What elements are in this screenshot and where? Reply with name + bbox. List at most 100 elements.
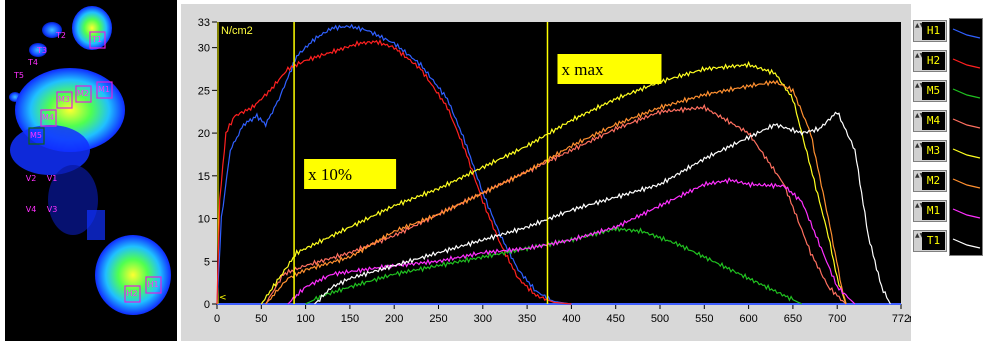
x-tick-label: 0 [214, 313, 220, 325]
foot-pressure-map: T1 T2 T3 T4 T5 M1 M2 M3 M4 M5 H1 H2 V1 V2 V3 V4 [5, 0, 177, 341]
series-line-T1 [314, 111, 891, 305]
channel-swatch-M5 [952, 88, 981, 99]
foot-sensor-label: T4 [27, 58, 38, 67]
x-tick-label: 200 [385, 313, 403, 325]
channel-button-M5[interactable]: ▲▼ M5 [913, 80, 947, 102]
series-line-M1 [287, 176, 856, 305]
series-line-M2 [265, 79, 847, 305]
channel-button-label: M3 [922, 142, 945, 160]
x-tick-label: 350 [518, 313, 536, 325]
channel-button-T1[interactable]: ▲▼ T1 [913, 230, 947, 252]
channel-button-M3[interactable]: ▲▼ M3 [913, 140, 947, 162]
channel-button-label: H1 [922, 22, 945, 40]
foot-sensor-label: M5 [30, 131, 42, 140]
channel-button-H2[interactable]: ▲▼ H2 [913, 50, 947, 72]
channel-button-label: M5 [922, 82, 945, 100]
foot-sensor-box [28, 127, 45, 145]
spin-arrows-icon[interactable]: ▲▼ [915, 232, 925, 239]
x-tick-label: 700 [828, 313, 846, 325]
y-tick-label: 15 [198, 171, 210, 183]
spin-arrows-icon[interactable]: ▲▼ [915, 52, 925, 59]
channel-swatch-M3 [952, 148, 981, 159]
foot-sensor-box [96, 81, 113, 99]
foot-sensor-box [40, 109, 57, 127]
x-tick-label: 772 [892, 313, 910, 325]
y-axis-label: N/cm2 [221, 25, 253, 37]
x-tick-label: 600 [739, 313, 757, 325]
foot-sensor-box [124, 285, 141, 303]
annotation-box [304, 159, 397, 189]
channel-button-H1[interactable]: ▲▼ H1 [913, 20, 947, 42]
channel-swatch-M1 [952, 208, 981, 219]
x-tick-label: 250 [429, 313, 447, 325]
x-tick-label: 150 [341, 313, 359, 325]
foot-heatmap-image [9, 6, 171, 315]
channel-swatch-T1 [952, 238, 981, 249]
spin-arrows-icon[interactable]: ▲▼ [915, 112, 925, 119]
spin-arrows-icon[interactable]: ▲▼ [915, 172, 925, 179]
series-line-M3 [260, 60, 847, 305]
y-tick-label: 0 [204, 299, 210, 311]
x-tick-label: 100 [296, 313, 314, 325]
y-tick-label: 33 [198, 17, 210, 29]
x-tick-label: 400 [562, 313, 580, 325]
channel-button-M4[interactable]: ▲▼ M4 [913, 110, 947, 132]
channel-swatch-H1 [952, 28, 981, 39]
foot-sensor-box [89, 31, 106, 49]
foot-sensor-label: M4 [42, 113, 54, 122]
foot-sensor-box [75, 85, 92, 103]
x-tick-label: 500 [651, 313, 669, 325]
swatch-svg [952, 28, 981, 249]
y-tick-label: 25 [198, 85, 210, 97]
foot-sensor-label: T3 [36, 46, 47, 55]
foot-sensor-box [145, 276, 162, 294]
annotation-box [557, 54, 662, 84]
annotation-label: x max [561, 60, 604, 79]
foot-sensor-label: H2 [126, 289, 137, 298]
y-tick-label: 20 [198, 128, 210, 140]
foot-sensor-label: T1 [91, 35, 102, 44]
foot-sensor-label: M3 [58, 95, 70, 104]
x-axis-label: ms [909, 313, 911, 325]
cursor-arrow-icon: < [219, 293, 227, 303]
series-line-M4 [265, 103, 847, 305]
spin-arrows-icon[interactable]: ▲▼ [915, 142, 925, 149]
channel-button-M2[interactable]: ▲▼ M2 [913, 170, 947, 192]
annotation-label: x 10% [308, 165, 352, 184]
channel-swatches [949, 18, 983, 256]
foot-sensor-label: M1 [98, 85, 110, 94]
foot-sensor-label: H1 [147, 280, 158, 289]
foot-sensor-box [56, 91, 73, 109]
foot-sensor-label: T2 [55, 31, 66, 40]
y-tick-label: 30 [198, 43, 210, 55]
foot-sensor-label: V1 [47, 174, 58, 183]
y-tick-label: 10 [198, 214, 210, 226]
channel-button-label: H2 [922, 52, 945, 70]
series-line-H1 [216, 23, 572, 305]
x-tick-label: 550 [695, 313, 713, 325]
channel-swatch-H2 [952, 58, 981, 69]
pressure-chart: 0 5 10 15 20 25 30 33 0 50 100 150 200 250 300 350 400 45… [181, 4, 911, 341]
y-tick-label: 5 [204, 256, 210, 268]
foot-sensor-label: V2 [26, 174, 37, 183]
series-line-H2 [216, 38, 572, 305]
x-tick-label: 450 [607, 313, 625, 325]
foot-sensor-label: T5 [13, 71, 24, 80]
spin-arrows-icon[interactable]: ▲▼ [915, 22, 925, 29]
channel-button-M1[interactable]: ▲▼ M1 [913, 200, 947, 222]
pressure-chart-svg: 0 5 10 15 20 25 30 33 0 50 100 150 200 250 300 350 400 45… [198, 17, 911, 325]
channel-swatch-M2 [952, 178, 981, 189]
channel-button-label: M4 [922, 112, 945, 130]
foot-sensor-label: V3 [47, 205, 58, 214]
x-tick-label: 300 [474, 313, 492, 325]
x-tick-label: 50 [255, 313, 267, 325]
foot-sensor-label: V4 [26, 205, 37, 214]
spin-arrows-icon[interactable]: ▲▼ [915, 82, 925, 89]
channel-button-label: M1 [922, 202, 945, 220]
foot-sensor-label: M2 [77, 89, 89, 98]
channel-button-label: M2 [922, 172, 945, 190]
x-tick-label: 650 [784, 313, 802, 325]
spin-arrows-icon[interactable]: ▲▼ [915, 202, 925, 209]
channel-button-label: T1 [922, 232, 945, 250]
